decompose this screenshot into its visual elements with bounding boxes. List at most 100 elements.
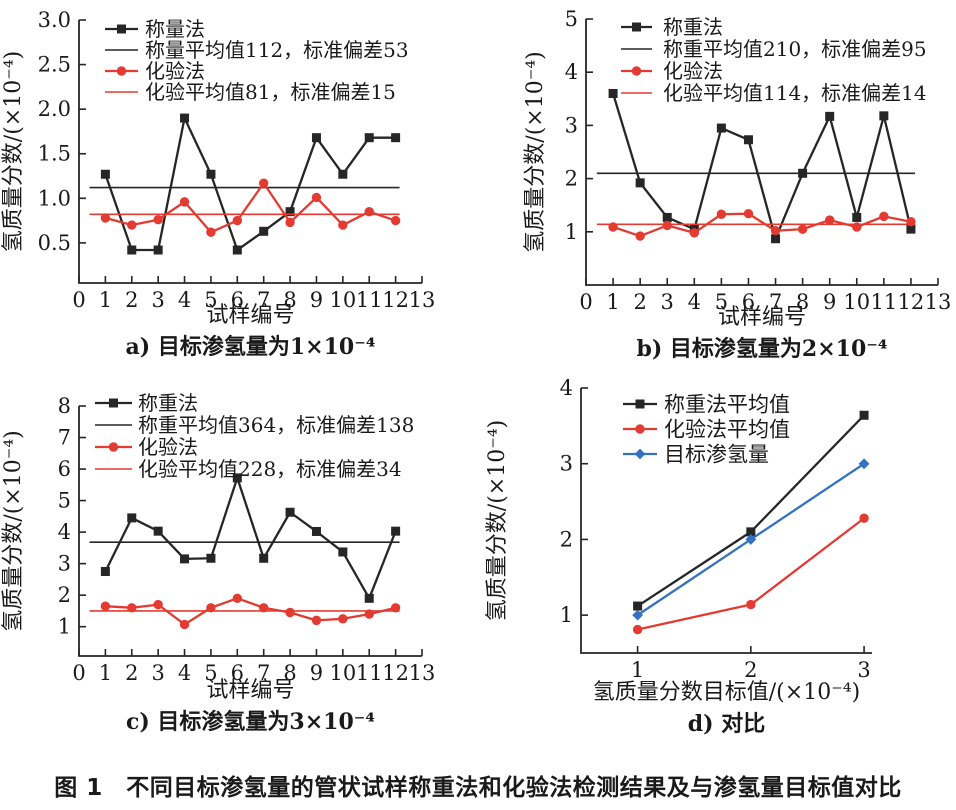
data-point-square bbox=[338, 547, 348, 557]
figure-caption: 图 1 不同目标渗氢量的管状试样称重法和化验法检测结果及与渗氢量目标值对比 bbox=[54, 775, 902, 801]
data-point-square bbox=[716, 123, 726, 133]
y-tick-label: 3.0 bbox=[38, 8, 71, 32]
legend-marker-square bbox=[635, 399, 645, 409]
ticks: 0 1 2 3 4 5 6 7 8 9 10 11 12 130.51.01.52.02.53.0 bbox=[38, 8, 436, 312]
legend-marker-square bbox=[632, 22, 641, 32]
legend-item: 化验法平均值 bbox=[623, 418, 790, 442]
legend-item: 化验平均值228，标准偏差34 bbox=[95, 457, 402, 481]
data-point-circle bbox=[285, 217, 295, 228]
data-point-square bbox=[206, 169, 216, 179]
x-tick-label: 9 bbox=[310, 288, 323, 312]
x-tick-label: 12 bbox=[382, 288, 409, 312]
x-tick-label: 12 bbox=[898, 290, 925, 314]
x-tick-label: 11 bbox=[356, 661, 383, 685]
legend-item: 目标渗氢量 bbox=[623, 443, 769, 467]
data-point-square bbox=[259, 553, 269, 563]
series bbox=[89, 473, 401, 630]
data-point-square bbox=[825, 111, 835, 121]
x-tick-label: 4 bbox=[178, 288, 191, 312]
data-point-circle bbox=[127, 603, 137, 613]
data-point-square bbox=[127, 245, 137, 255]
x-tick-label: 7 bbox=[769, 290, 782, 314]
data-point-square bbox=[232, 473, 242, 483]
x-axis-label: 试样编号 bbox=[206, 678, 294, 703]
data-point-square bbox=[206, 553, 216, 563]
data-point-square bbox=[100, 169, 110, 179]
y-axis-label: 氢质量分数/(×10⁻⁴) bbox=[1, 430, 26, 631]
x-tick-label: 0 bbox=[72, 661, 85, 685]
y-tick-label: 0.5 bbox=[38, 231, 71, 255]
x-tick-label: 1 bbox=[99, 661, 112, 685]
y-axis-label: 氢质量分数/(×10⁻⁴) bbox=[523, 51, 548, 252]
data-point-square bbox=[311, 526, 321, 536]
data-point-square bbox=[259, 226, 269, 236]
data-point-diamond bbox=[745, 534, 757, 545]
chart-b: 0 1 2 3 4 5 6 7 8 9 10 11 12 13 1 2 3 4 5 称重法 称重平均值210，标准偏差9… bbox=[478, 0, 956, 375]
legend-label: 称重法平均值 bbox=[664, 393, 790, 417]
x-axis-label: 试样编号 bbox=[206, 303, 294, 328]
legend-label: 化验法 bbox=[663, 59, 723, 83]
data-point-square bbox=[662, 212, 672, 222]
series-line bbox=[611, 93, 913, 240]
data-point-square bbox=[153, 245, 163, 255]
legend-item: 称重法 bbox=[621, 15, 723, 39]
data-point-square bbox=[852, 212, 862, 222]
legend-label: 化验法 bbox=[145, 59, 205, 83]
legend-item: 化验法 bbox=[105, 59, 205, 83]
x-tick-label: 13 bbox=[925, 290, 952, 314]
data-point-circle bbox=[824, 215, 835, 225]
y-tick-label: 3 bbox=[58, 552, 71, 576]
legend-label: 化验平均值228，标准偏差34 bbox=[138, 457, 402, 481]
data-point-circle bbox=[206, 227, 216, 237]
x-axis-label: 试样编号 bbox=[718, 305, 806, 330]
x-tick-label: 2 bbox=[125, 661, 138, 685]
y-tick-label: 4 bbox=[58, 520, 71, 544]
x-tick-label: 6 bbox=[231, 288, 244, 312]
y-tick-label: 1 bbox=[565, 220, 578, 244]
legend-marker-circle bbox=[635, 424, 645, 434]
x-tick-label: 1 bbox=[631, 658, 644, 682]
data-point-circle bbox=[338, 614, 348, 624]
y-tick-label: 7 bbox=[58, 426, 71, 450]
x-tick-label: 11 bbox=[870, 290, 897, 314]
legend-item: 称重法 bbox=[95, 391, 198, 415]
x-axis-label: 氢质量分数目标值/(×10⁻⁴) bbox=[593, 680, 860, 705]
data-point-circle bbox=[390, 603, 401, 613]
x-tick-label: 13 bbox=[409, 288, 436, 312]
x-tick-label: 5 bbox=[204, 661, 217, 685]
data-point-circle bbox=[879, 211, 889, 222]
data-point-circle bbox=[746, 599, 756, 610]
x-tick-label: 6 bbox=[231, 661, 244, 685]
legend-label: 称重平均值364，标准偏差138 bbox=[138, 413, 414, 437]
x-tick-label: 3 bbox=[857, 658, 870, 682]
data-point-square bbox=[127, 513, 137, 523]
data-point-square bbox=[338, 169, 348, 179]
series bbox=[89, 113, 401, 255]
y-tick-label: 5 bbox=[58, 489, 71, 513]
series bbox=[632, 410, 870, 635]
x-tick-label: 11 bbox=[356, 288, 383, 312]
y-tick-label: 4 bbox=[560, 376, 573, 400]
data-point-square bbox=[311, 133, 321, 143]
y-tick-label: 2.0 bbox=[38, 97, 71, 121]
y-tick-label: 6 bbox=[58, 457, 71, 481]
legend-item: 化验平均值114，标准偏差14 bbox=[621, 81, 927, 105]
legend-label: 化验平均值81，标准偏差15 bbox=[145, 80, 396, 104]
axes bbox=[580, 388, 872, 654]
x-tick-label: 10 bbox=[329, 288, 356, 312]
data-point-circle bbox=[364, 609, 374, 619]
x-tick-label: 9 bbox=[310, 661, 323, 685]
data-point-square bbox=[635, 178, 645, 188]
series-line bbox=[104, 116, 396, 252]
data-point-circle bbox=[179, 197, 190, 207]
data-point-diamond bbox=[632, 609, 644, 621]
data-point-square bbox=[153, 526, 163, 536]
data-point-square bbox=[285, 207, 295, 217]
x-tick-label: 3 bbox=[661, 290, 674, 314]
x-tick-label: 1 bbox=[606, 290, 619, 314]
series-line bbox=[105, 181, 396, 234]
